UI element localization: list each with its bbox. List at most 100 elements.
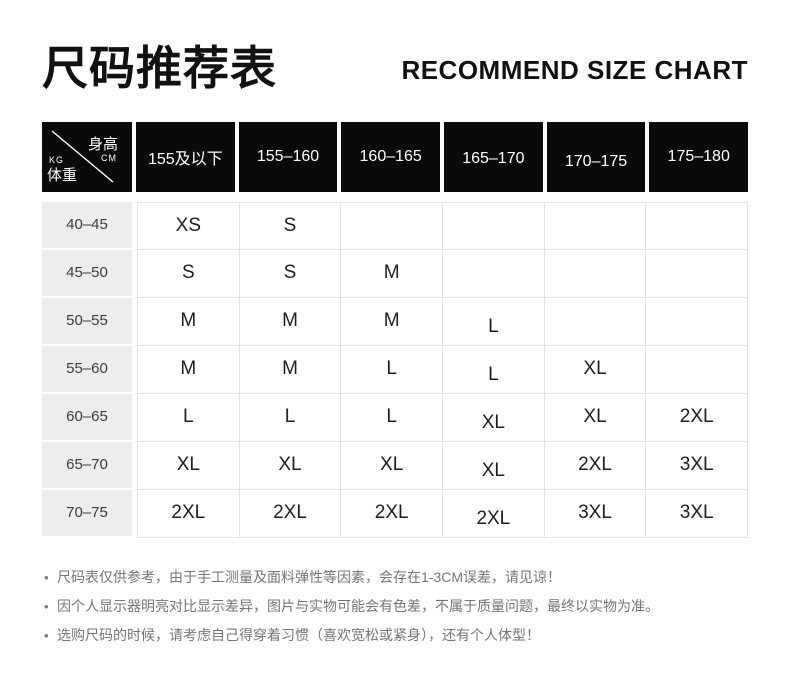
size-cell bbox=[544, 297, 647, 346]
size-cell bbox=[544, 201, 647, 250]
size-value: 3XL bbox=[679, 454, 714, 476]
height-label: 身高 bbox=[87, 135, 118, 153]
size-cell: XS bbox=[137, 201, 240, 250]
size-cell: 2XL bbox=[341, 489, 444, 538]
height-column-header: 160–165 bbox=[341, 121, 441, 192]
weight-label: 体重 bbox=[47, 166, 78, 184]
size-value: 3XL bbox=[578, 502, 612, 524]
size-value: L bbox=[488, 316, 499, 338]
weight-range-label: 55–60 bbox=[42, 345, 132, 394]
size-cell: XL bbox=[544, 345, 647, 394]
weight-range-label: 40–45 bbox=[42, 201, 132, 250]
size-cell bbox=[544, 249, 647, 298]
size-cell: 3XL bbox=[646, 489, 749, 538]
size-value: XL bbox=[278, 454, 302, 476]
table-row: 65–70 XL XL XL XL 2XL 3XL bbox=[42, 441, 749, 490]
note-item: 尺码表仅供参考，由于手工测量及面料弹性等因素，会存在1-3CM误差，请见谅！ bbox=[44, 563, 748, 592]
size-cell: XL bbox=[443, 393, 545, 442]
note-text: 尺码表仅供参考，由于手工测量及面料弹性等因素，会存在1-3CM误差，请见谅！ bbox=[57, 568, 562, 585]
size-cell: S bbox=[239, 249, 342, 298]
size-cell: 2XL bbox=[646, 393, 749, 442]
size-cell bbox=[341, 201, 444, 250]
size-cell bbox=[443, 201, 545, 250]
size-value: L bbox=[183, 406, 194, 428]
note-text: 因个人显示器明亮对比显示差异，图片与实物可能会有色差，不属于质量问题，最终以实物… bbox=[57, 597, 659, 614]
size-cell: M bbox=[137, 297, 240, 346]
page-title: 尺码推荐表 bbox=[42, 42, 277, 94]
size-table: 身高 CM KG 体重 155及以下 155–160 160–165 165–1… bbox=[42, 121, 749, 538]
height-column-header: 155–160 bbox=[238, 121, 338, 192]
size-value: XL bbox=[176, 454, 200, 476]
bullet-icon bbox=[44, 563, 57, 592]
size-cell: 2XL bbox=[137, 489, 240, 538]
table-row: 70–75 2XL 2XL 2XL 2XL 3XL 3XL bbox=[42, 489, 749, 538]
size-cell: 3XL bbox=[544, 489, 647, 538]
weight-range-label: 60–65 bbox=[42, 393, 132, 442]
size-value: L bbox=[386, 358, 397, 380]
size-cell: L bbox=[137, 393, 240, 442]
size-value: 2XL bbox=[679, 406, 714, 428]
diagonal-divider-line bbox=[51, 130, 114, 183]
size-cell: XL bbox=[341, 441, 444, 490]
size-value: XL bbox=[583, 406, 607, 428]
size-cell: L bbox=[239, 393, 342, 442]
note-item: 因个人显示器明亮对比显示差异，图片与实物可能会有色差，不属于质量问题，最终以实物… bbox=[44, 592, 748, 621]
size-value: 2XL bbox=[374, 502, 409, 524]
size-cell: XL bbox=[544, 393, 647, 442]
size-cell: M bbox=[137, 345, 240, 394]
height-column-header: 165–170 bbox=[444, 121, 543, 192]
size-value: XS bbox=[175, 214, 202, 236]
size-value: M bbox=[282, 358, 298, 380]
size-value: L bbox=[386, 406, 397, 428]
column-header-label: 165–170 bbox=[462, 149, 525, 167]
table-row: 40–45 XS S bbox=[42, 201, 749, 250]
size-cell: 2XL bbox=[239, 489, 342, 538]
weight-range-label: 65–70 bbox=[42, 441, 132, 490]
size-cell: XL bbox=[443, 441, 545, 490]
weight-unit-label: KG bbox=[49, 154, 65, 165]
size-value: 2XL bbox=[273, 502, 307, 524]
size-cell: L bbox=[341, 393, 444, 442]
size-value: XL bbox=[380, 454, 404, 476]
notes-list: 尺码表仅供参考，由于手工测量及面料弹性等因素，会存在1-3CM误差，请见谅！ 因… bbox=[44, 563, 748, 650]
size-cell: M bbox=[239, 345, 342, 394]
height-unit-label: CM bbox=[101, 152, 117, 163]
table-row: 55–60 M M L L XL bbox=[42, 345, 749, 394]
size-cell bbox=[646, 249, 749, 298]
size-cell: S bbox=[239, 201, 342, 250]
note-text: 选购尺码的时候，请考虑自己得穿着习惯（喜欢宽松或紧身），还有个人体型！ bbox=[57, 626, 540, 643]
size-value: 2XL bbox=[476, 508, 511, 530]
size-cell: 2XL bbox=[443, 489, 545, 538]
corner-cell: 身高 CM KG 体重 bbox=[42, 121, 132, 192]
size-value: L bbox=[488, 364, 499, 386]
table-body: 40–45 XS S 45–50 S S M 50–55 M M bbox=[42, 201, 749, 538]
size-value: L bbox=[284, 406, 296, 428]
size-value: M bbox=[180, 310, 197, 332]
size-cell: M bbox=[239, 297, 342, 346]
height-column-header: 170–175 bbox=[546, 121, 646, 192]
size-value: S bbox=[283, 262, 297, 284]
size-value: 2XL bbox=[171, 502, 206, 524]
weight-range-label: 70–75 bbox=[42, 489, 132, 538]
size-value: 2XL bbox=[578, 454, 612, 476]
size-cell: L bbox=[443, 345, 545, 394]
size-value: S bbox=[181, 262, 195, 284]
size-value: M bbox=[180, 358, 197, 380]
size-value: M bbox=[282, 310, 298, 332]
size-cell: M bbox=[341, 297, 444, 346]
column-header-label: 155–160 bbox=[256, 147, 320, 165]
page-title-english: RECOMMEND SIZE CHART bbox=[401, 54, 748, 85]
size-cell bbox=[646, 201, 749, 250]
height-column-header: 175–180 bbox=[649, 121, 749, 192]
column-header-label: 175–180 bbox=[667, 147, 730, 165]
bullet-icon bbox=[44, 621, 57, 650]
size-value: XL bbox=[583, 358, 607, 380]
size-cell bbox=[646, 345, 749, 394]
title-bar: 尺码推荐表 RECOMMEND SIZE CHART bbox=[42, 42, 748, 94]
weight-range-label: 45–50 bbox=[42, 249, 132, 298]
size-cell: 2XL bbox=[544, 441, 647, 490]
size-cell: S bbox=[137, 249, 240, 298]
table-row: 60–65 L L L XL XL 2XL bbox=[42, 393, 749, 442]
size-value: M bbox=[383, 310, 400, 332]
